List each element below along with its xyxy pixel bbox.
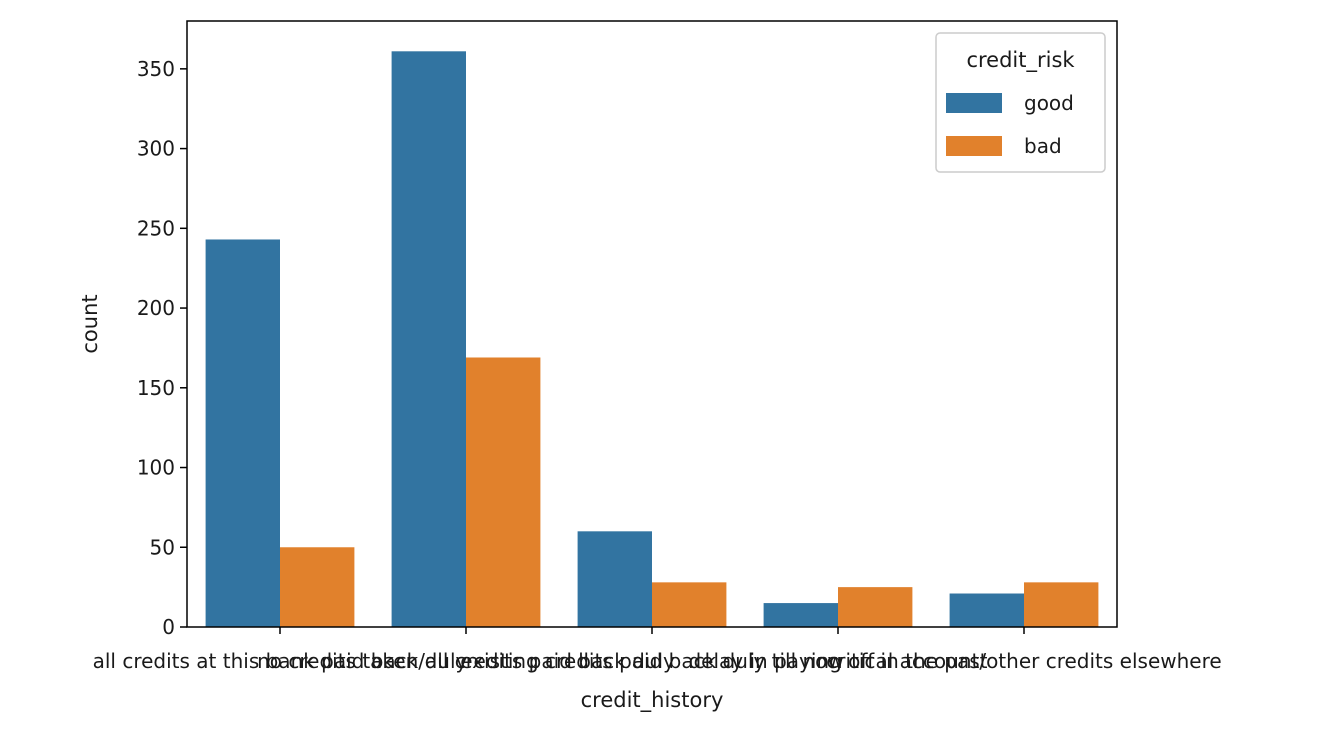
y-tick-label: 200 (137, 296, 175, 320)
legend-swatch-bad (946, 136, 1002, 156)
x-axis: all credits at this bank paid back dulyn… (93, 627, 1222, 673)
bar-good-2 (577, 531, 652, 627)
bar-bad-2 (652, 582, 727, 627)
y-axis: 0 50 100 150 200 250 300 350 (137, 57, 187, 639)
legend: credit_risk good bad (935, 32, 1106, 173)
y-axis-label: count (78, 294, 102, 353)
bar-bad-3 (838, 587, 913, 627)
bar-good-0 (205, 239, 280, 627)
bar-good-1 (391, 51, 466, 628)
y-tick-label: 50 (150, 535, 175, 559)
x-tick-label: delay in paying off in the past (688, 649, 987, 673)
y-tick-label: 100 (137, 456, 175, 480)
x-tick-label: no credits taken/all credits paid back d… (257, 649, 675, 673)
legend-label-good: good (1024, 91, 1074, 115)
legend-title: credit_risk (966, 48, 1075, 73)
bar-good-4 (949, 593, 1024, 627)
bars-group (205, 51, 1099, 628)
y-tick-label: 150 (137, 376, 175, 400)
y-tick-label: 0 (162, 615, 175, 639)
x-tick-label: all credits at this bank paid back duly (93, 649, 468, 673)
bar-good-3 (763, 603, 838, 627)
bar-bad-4 (1024, 582, 1099, 627)
y-tick-label: 300 (137, 137, 175, 161)
y-tick-label: 250 (137, 216, 175, 240)
x-tick-label: critical account/other credits elsewhere (826, 649, 1221, 673)
x-axis-label: credit_history (581, 688, 724, 713)
y-tick-label: 350 (137, 57, 175, 81)
bar-bad-1 (466, 357, 541, 627)
legend-swatch-good (946, 93, 1002, 113)
plot-frame (186, 20, 1118, 628)
legend-label-bad: bad (1024, 134, 1062, 158)
x-tick-label: existing credits paid back duly till now (460, 649, 844, 673)
bar-bad-0 (280, 547, 355, 627)
